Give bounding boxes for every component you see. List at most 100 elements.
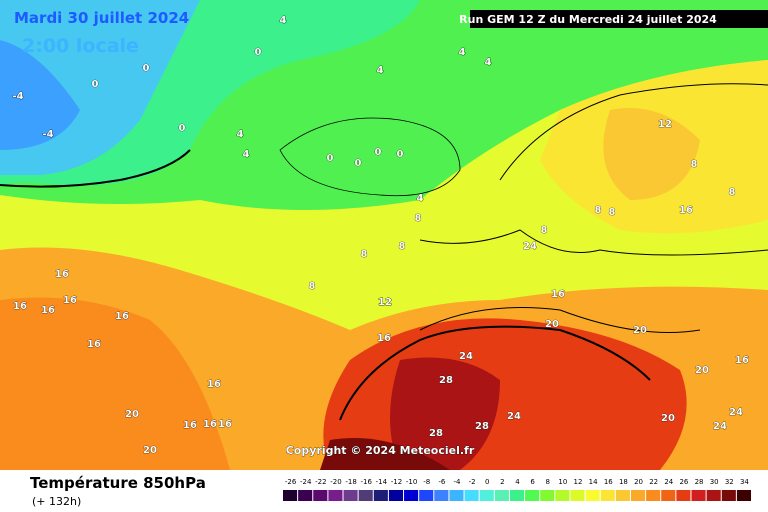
legend-swatch xyxy=(615,490,630,501)
contour-label: 4 xyxy=(237,129,244,140)
contour-label: 16 xyxy=(679,205,693,216)
legend-label: -14 xyxy=(376,478,388,486)
legend-swatch xyxy=(313,490,328,501)
contour-label: 16 xyxy=(183,420,197,431)
legend-label: 14 xyxy=(589,478,598,486)
contour-label: 20 xyxy=(633,325,647,336)
legend-label: 16 xyxy=(604,478,613,486)
time: 2:00 locale xyxy=(22,35,139,57)
legend-swatch xyxy=(404,490,419,501)
contour-label: 4 xyxy=(459,47,466,58)
legend-label: -6 xyxy=(438,478,446,486)
legend-label: 12 xyxy=(574,478,583,486)
legend-swatch xyxy=(540,490,555,501)
legend-label: 24 xyxy=(664,478,673,486)
legend-label: 18 xyxy=(619,478,628,486)
legend-swatch xyxy=(328,490,343,501)
legend-label: 34 xyxy=(740,478,749,486)
legend-label: 26 xyxy=(679,478,688,486)
run-info: Run GEM 12 Z du Mercredi 24 juillet 2024 xyxy=(459,13,717,26)
run-box xyxy=(470,10,768,28)
legend-swatch xyxy=(373,490,388,501)
contour-label: 8 xyxy=(609,207,616,218)
legend-label: 2 xyxy=(500,478,504,486)
legend-label: -22 xyxy=(315,478,326,486)
legend-swatch xyxy=(298,490,313,501)
contour-bold xyxy=(339,325,651,421)
legend-label: -10 xyxy=(406,478,417,486)
contour-label: 0 xyxy=(355,158,362,169)
contour-label: 16 xyxy=(115,311,129,322)
contour-label: 16 xyxy=(41,305,55,316)
legend-swatch xyxy=(721,490,736,501)
contour-label: 4 xyxy=(377,65,384,76)
legend-swatch xyxy=(570,490,585,501)
contour-bold xyxy=(0,149,191,188)
legend-label: 8 xyxy=(546,478,550,486)
contour-label: 8 xyxy=(595,205,602,216)
contour-label: 8 xyxy=(415,213,422,224)
legend-label: -20 xyxy=(330,478,341,486)
contour-label: 4 xyxy=(243,149,250,160)
legend-swatch xyxy=(676,490,691,501)
legend-label: -8 xyxy=(423,478,430,486)
footer-title: Température 850hPa xyxy=(30,474,206,492)
legend-label: 28 xyxy=(695,478,704,486)
legend-swatch xyxy=(525,490,540,501)
contour-label: 8 xyxy=(399,241,406,252)
legend-label: 10 xyxy=(558,478,567,486)
legend-label: 20 xyxy=(634,478,643,486)
contour-label: 8 xyxy=(729,187,736,198)
legend-label: -4 xyxy=(453,478,461,486)
zone-hottest xyxy=(320,438,450,470)
contour-label: 24 xyxy=(729,407,743,418)
legend-swatch xyxy=(630,490,646,501)
contour-label: 4 xyxy=(417,193,424,204)
legend-swatch xyxy=(494,490,509,501)
legend: -26 -24 -22 -20 -18 -16 -14 -12 -10 -8 -6 -4 -2 0 2 4 6 8… xyxy=(283,478,751,501)
contour-label: 0 xyxy=(375,147,382,158)
contour-label: 4 xyxy=(485,57,492,68)
zone-hot xyxy=(390,357,500,470)
contour-label: 24 xyxy=(523,241,537,252)
contour-label: 16 xyxy=(203,419,217,430)
legend-label: -26 xyxy=(285,478,297,486)
contour-label: 16 xyxy=(207,379,221,390)
contour-label: 24 xyxy=(713,421,727,432)
contour-label: 8 xyxy=(361,249,368,260)
contour-label: 28 xyxy=(475,421,489,432)
contour-label: 28 xyxy=(439,375,453,386)
legend-swatch xyxy=(283,490,298,501)
legend-swatch xyxy=(661,490,676,501)
legend-label: 4 xyxy=(515,478,520,486)
contour-label: 8 xyxy=(309,281,316,292)
contour-label: 0 xyxy=(92,79,99,90)
legend-label: 32 xyxy=(725,478,734,486)
contour-label: 20 xyxy=(545,319,559,330)
legend-swatch xyxy=(343,490,358,501)
legend-swatch xyxy=(646,490,661,501)
date: Mardi 30 juillet 2024 xyxy=(14,9,189,27)
legend-swatch xyxy=(600,490,615,501)
contour-label: 16 xyxy=(55,269,69,280)
contour-label: 28 xyxy=(429,428,443,439)
contour-label: 16 xyxy=(735,355,749,366)
contour-label: 16 xyxy=(13,301,27,312)
legend-label: 30 xyxy=(710,478,719,486)
contour-label: 16 xyxy=(551,289,565,300)
contour-label: 4 xyxy=(280,15,287,26)
legend-label: 22 xyxy=(649,478,658,486)
legend-label: 0 xyxy=(485,478,489,486)
contour-label: 20 xyxy=(661,413,675,424)
contour-label: 20 xyxy=(143,445,157,456)
legend-swatch xyxy=(585,490,600,501)
contour-label: 0 xyxy=(327,153,334,164)
contour-label: 16 xyxy=(63,295,77,306)
contour xyxy=(279,117,461,197)
legend-swatch xyxy=(358,490,373,501)
legend-swatch xyxy=(479,490,494,501)
contour-label: -4 xyxy=(42,129,53,140)
legend-label: 6 xyxy=(530,478,535,486)
contour-label: 0 xyxy=(255,47,262,58)
